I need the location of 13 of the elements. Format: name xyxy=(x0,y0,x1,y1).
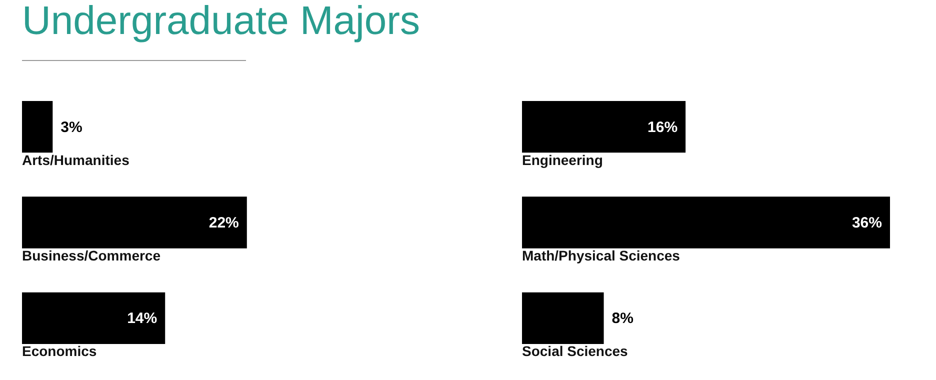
y-tick-label: Economics xyxy=(22,343,97,360)
chart-title: Undergraduate Majors xyxy=(22,0,420,43)
y-tick-label: Math/Physical Sciences xyxy=(522,248,680,264)
y-tick-label: Business/Commerce xyxy=(22,248,161,264)
data-label: 36% xyxy=(852,214,882,232)
data-label: 22% xyxy=(208,214,239,232)
data-label: 3% xyxy=(60,118,82,136)
data-label: 16% xyxy=(648,118,678,136)
data-label: 8% xyxy=(612,310,634,328)
data-label: 14% xyxy=(127,310,158,328)
y-tick-label: Arts/Humanities xyxy=(22,152,130,168)
y-tick-label: Engineering xyxy=(522,152,603,168)
y-tick-label: Social Sciences xyxy=(522,343,628,360)
